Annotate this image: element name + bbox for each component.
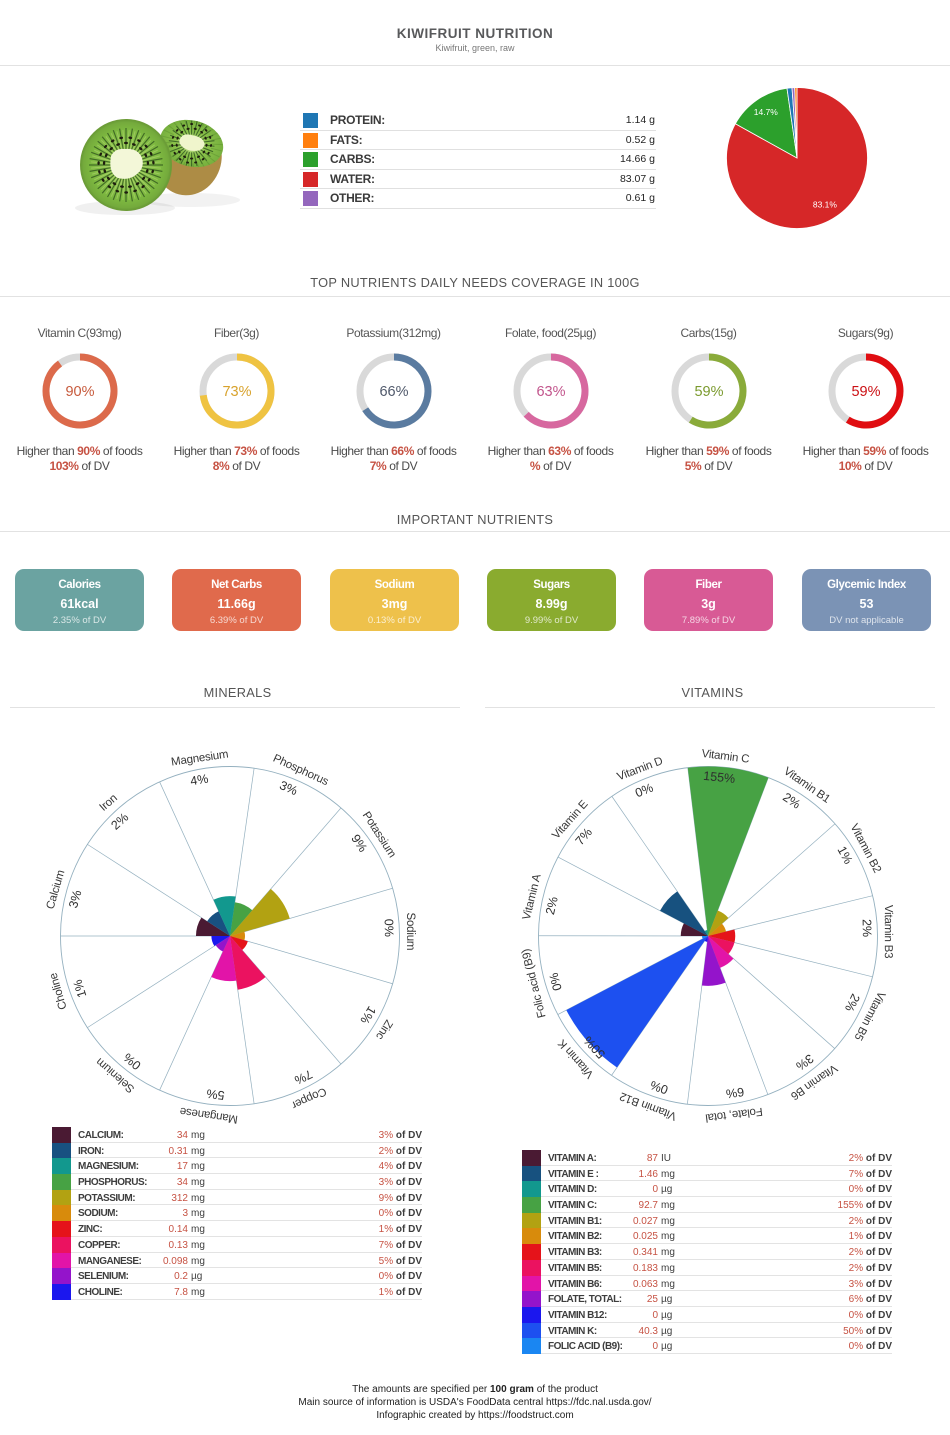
svg-text:Vitamin B3: Vitamin B3 (882, 905, 894, 958)
svg-text:2%: 2% (543, 895, 561, 916)
svg-text:Sodium: Sodium (404, 913, 416, 951)
svg-text:Manganese: Manganese (179, 1105, 238, 1125)
svg-text:2%: 2% (860, 919, 874, 937)
svg-text:63%: 63% (536, 384, 565, 400)
svg-text:59%: 59% (851, 384, 880, 400)
svg-text:Magnesium: Magnesium (170, 748, 229, 768)
svg-text:Folic acid (B9): Folic acid (B9) (520, 947, 549, 1019)
svg-text:0%: 0% (121, 1050, 144, 1072)
svg-text:3%: 3% (66, 889, 84, 910)
svg-text:0%: 0% (382, 919, 396, 937)
svg-text:3%: 3% (277, 778, 299, 798)
svg-text:155%: 155% (703, 769, 736, 786)
svg-text:Vitamin D: Vitamin D (616, 755, 665, 783)
svg-text:59%: 59% (694, 384, 723, 400)
svg-text:5%: 5% (206, 1086, 226, 1102)
svg-text:7%: 7% (573, 825, 595, 848)
svg-text:66%: 66% (379, 384, 408, 400)
svg-text:73%: 73% (222, 384, 251, 400)
svg-text:Vitamin B6: Vitamin B6 (788, 1062, 839, 1102)
svg-text:6%: 6% (725, 1085, 745, 1101)
svg-text:14.7%: 14.7% (754, 107, 779, 117)
svg-text:0%: 0% (648, 1078, 670, 1097)
svg-text:2%: 2% (842, 991, 863, 1013)
svg-text:90%: 90% (65, 384, 94, 400)
svg-text:7%: 7% (292, 1067, 314, 1087)
svg-text:Choline: Choline (48, 971, 70, 1010)
svg-text:83.1%: 83.1% (813, 200, 838, 210)
svg-text:0%: 0% (547, 971, 565, 992)
svg-text:2%: 2% (108, 810, 131, 832)
svg-text:Folate, total: Folate, total (705, 1105, 764, 1124)
svg-text:4%: 4% (189, 772, 209, 789)
svg-text:Copper: Copper (290, 1085, 329, 1111)
svg-text:Calcium: Calcium (45, 869, 68, 911)
svg-text:0%: 0% (633, 781, 655, 801)
svg-text:1%: 1% (71, 978, 90, 999)
svg-text:Vitamin C: Vitamin C (701, 748, 750, 766)
